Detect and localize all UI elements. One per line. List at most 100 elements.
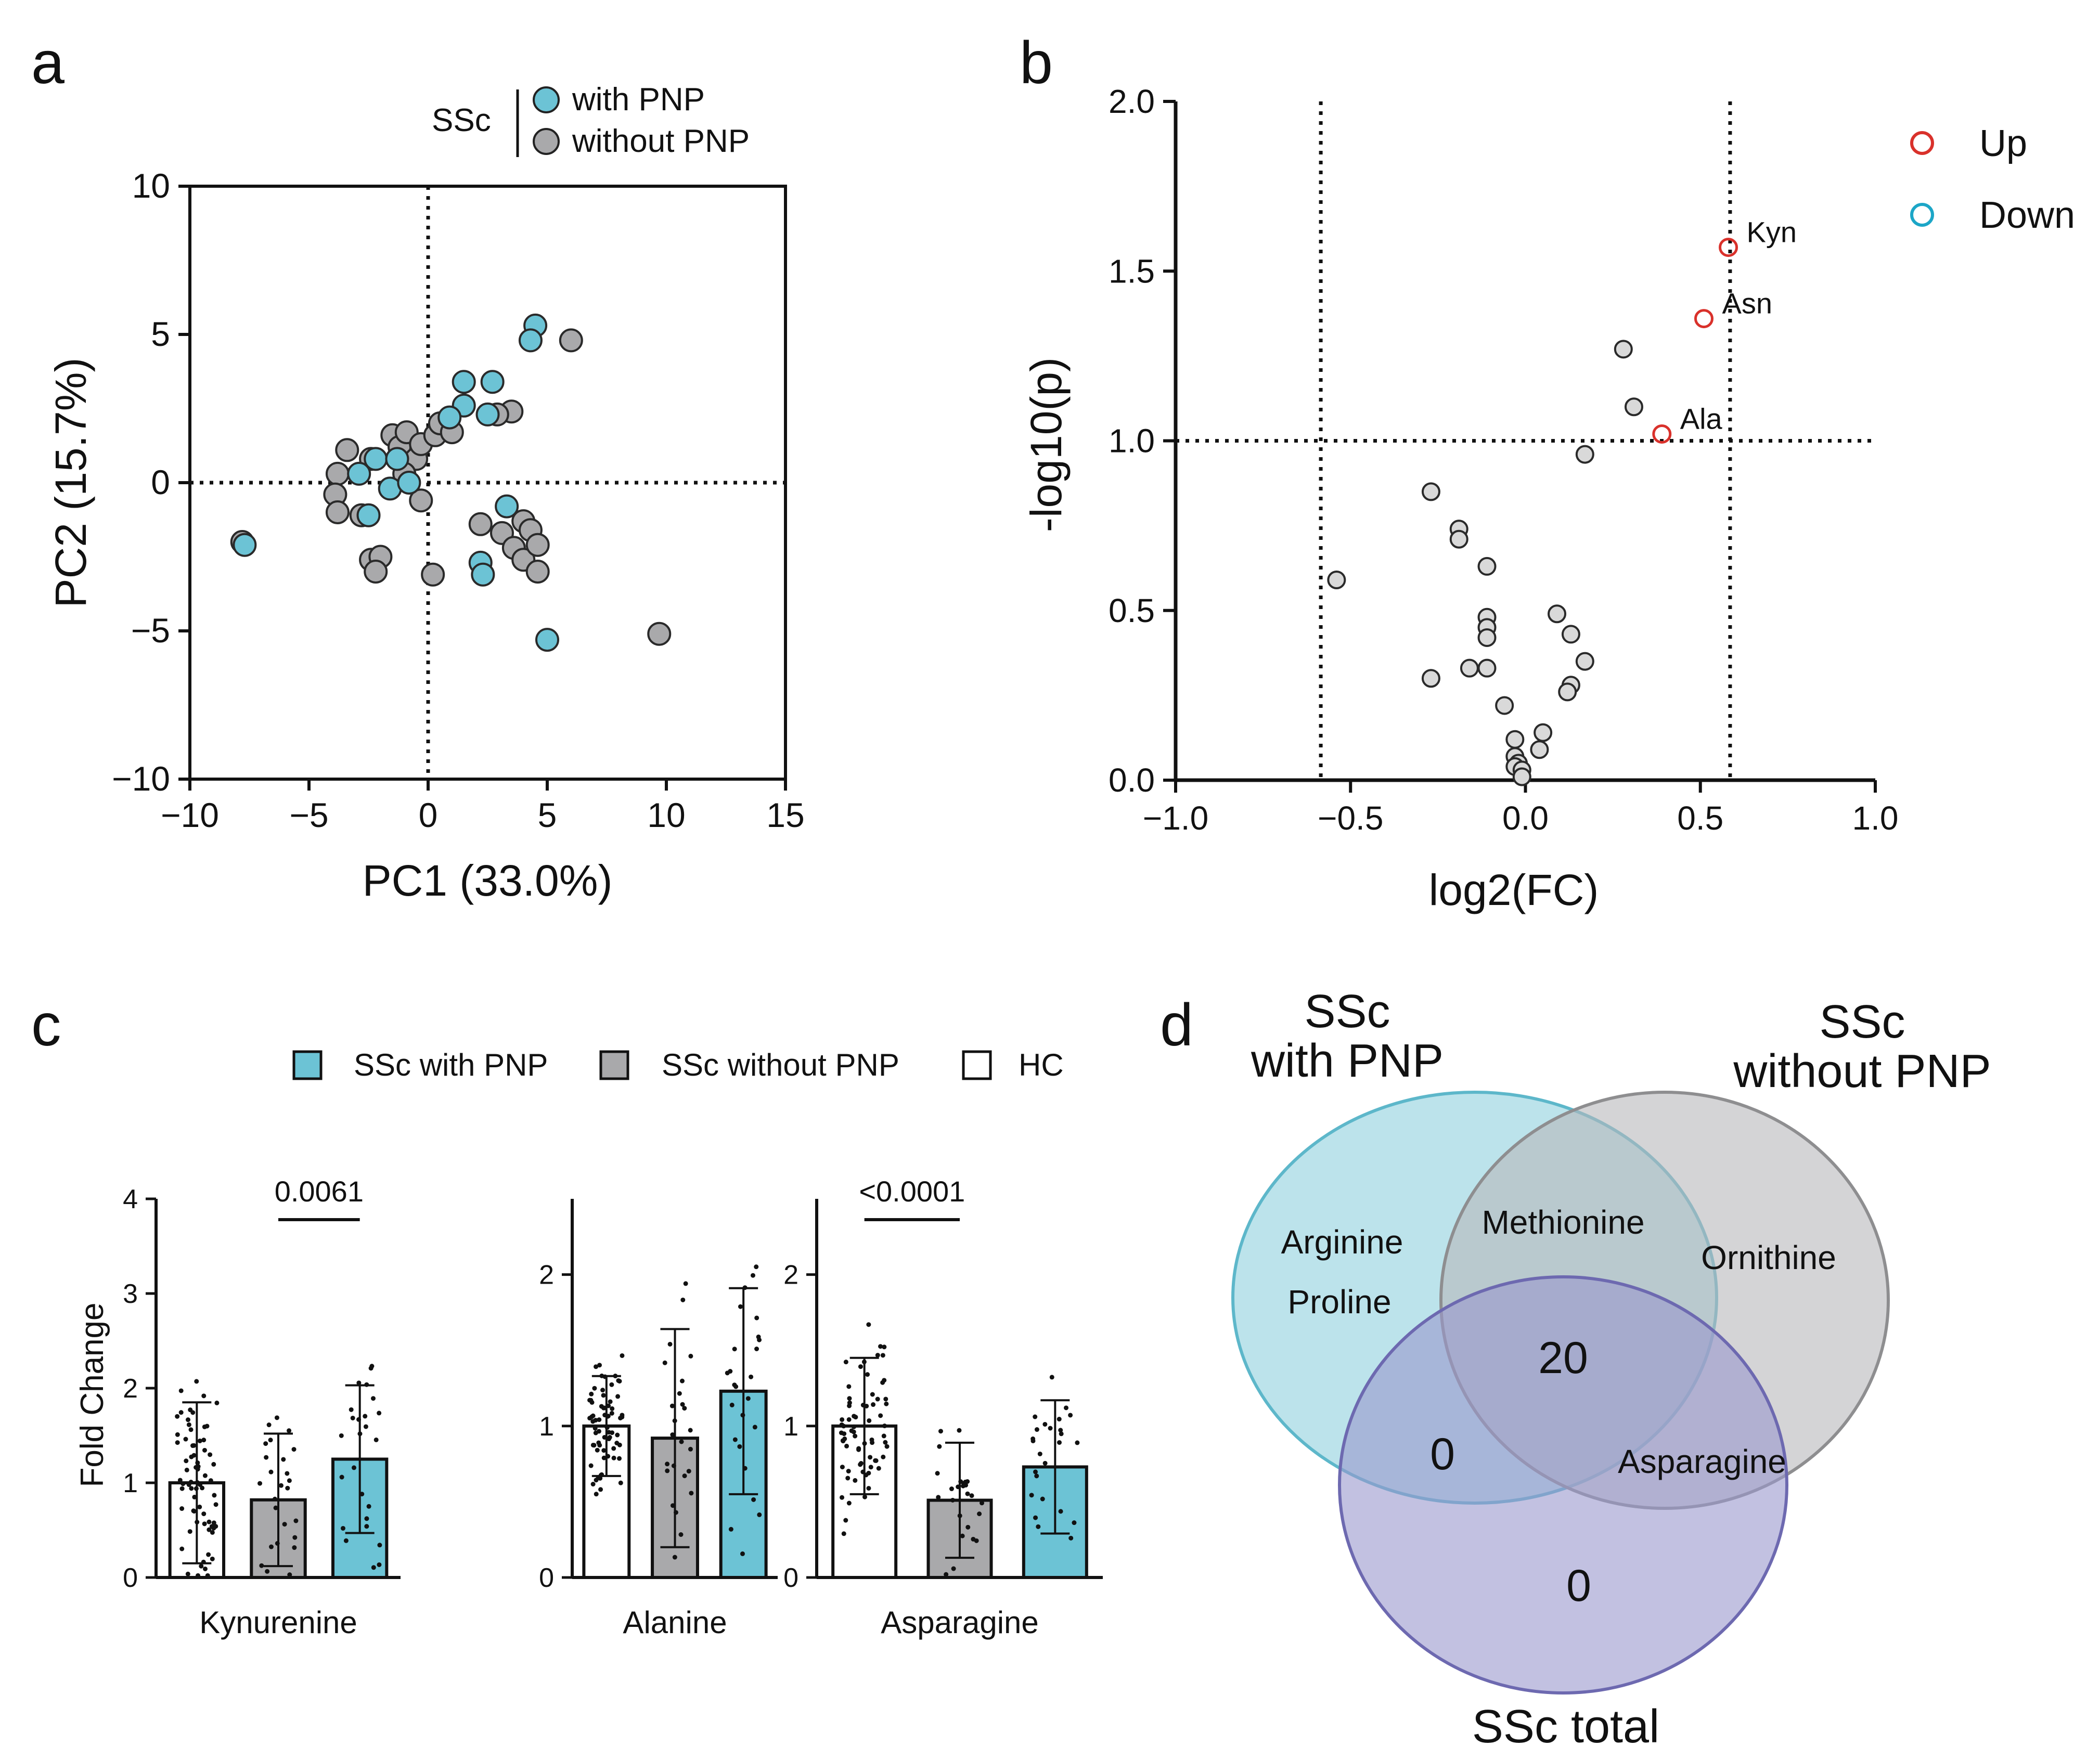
data-dot	[273, 1505, 278, 1510]
data-dot	[350, 1415, 355, 1420]
data-dot	[754, 1346, 759, 1351]
data-dot	[866, 1322, 871, 1327]
volcano-point-up	[1694, 309, 1714, 329]
volcano-point-ns	[1575, 445, 1594, 464]
data-dot	[618, 1480, 623, 1485]
data-dot	[197, 1504, 202, 1509]
x-tick-label-a: −5	[289, 796, 328, 834]
legend-ssc-with-pnp-swatch	[292, 1050, 323, 1080]
data-dot	[264, 1455, 269, 1460]
data-dot	[751, 1497, 756, 1502]
legend-hc-label: HC	[1019, 1047, 1064, 1082]
data-dot	[608, 1399, 613, 1404]
data-dot	[754, 1315, 759, 1321]
data-dot	[951, 1566, 956, 1571]
data-dot	[1036, 1524, 1041, 1529]
data-dot	[202, 1566, 208, 1571]
data-dot	[935, 1471, 940, 1476]
y-tick-label-c: 4	[123, 1184, 138, 1214]
data-dot	[869, 1437, 874, 1442]
data-dot	[617, 1456, 622, 1461]
data-dot	[184, 1467, 189, 1472]
data-dot	[282, 1522, 287, 1527]
data-dot	[1042, 1421, 1048, 1427]
data-dot	[208, 1478, 213, 1483]
pca-point-with-pnp	[480, 370, 505, 394]
data-dot	[616, 1378, 621, 1383]
data-dot	[688, 1446, 693, 1452]
legend-a: SSc with PNP without PNP	[432, 82, 750, 159]
data-dot	[858, 1364, 863, 1369]
data-dot	[862, 1494, 868, 1499]
data-dot	[597, 1417, 602, 1422]
legend-without-pnp-label: without PNP	[572, 123, 750, 159]
comparison-p-value: 0.0061	[275, 1175, 364, 1208]
data-dot	[615, 1394, 621, 1399]
x-tick-label-a: 10	[647, 796, 685, 834]
y-tick-label-a: 10	[132, 166, 170, 205]
data-dot	[840, 1417, 845, 1422]
pca-point-without-pnp	[325, 500, 350, 524]
data-dot	[1034, 1473, 1039, 1479]
data-dot	[733, 1384, 739, 1389]
data-dot	[843, 1360, 848, 1365]
y-axis-label-a: PC2 (15.7%)	[46, 358, 95, 608]
data-dot	[594, 1492, 599, 1497]
data-dot	[611, 1446, 616, 1451]
data-dot	[1057, 1417, 1062, 1422]
data-dot	[609, 1411, 614, 1416]
thresholds-b	[1176, 101, 1875, 780]
x-axis-label-a: PC1 (33.0%)	[363, 856, 613, 905]
data-dot	[853, 1433, 858, 1439]
pca-point-without-pnp	[525, 533, 550, 557]
bars-c: 0 1 2 3 4 Kynurenine 0.0061 0 1 2 Alanine 0 1 2 Aspara…	[123, 1175, 1103, 1640]
x-tick-label-b: 0.5	[1677, 799, 1723, 837]
data-dot	[287, 1572, 292, 1577]
data-dot	[597, 1443, 602, 1448]
venn-label-total: SSc total	[1472, 1701, 1659, 1753]
data-dot	[343, 1538, 349, 1543]
data-dot	[683, 1281, 688, 1286]
data-dot	[871, 1402, 876, 1407]
data-dot	[259, 1563, 264, 1568]
panel-a: SSc with PNP without PNP −10 −5 0 5 10 15−10−…	[46, 82, 805, 905]
data-dot	[201, 1438, 207, 1443]
data-dot	[601, 1405, 606, 1411]
y-tick-label-c: 1	[783, 1412, 798, 1442]
data-dot	[884, 1401, 889, 1406]
panel-label-d: d	[1160, 992, 1193, 1058]
data-dot	[950, 1497, 955, 1503]
y-tick-label-c: 1	[539, 1412, 554, 1442]
points-b: Kyn Asn Ala	[1327, 216, 1797, 786]
data-dot	[852, 1414, 857, 1419]
data-dot	[882, 1344, 887, 1350]
data-dot	[610, 1406, 615, 1411]
data-dot	[1033, 1414, 1038, 1419]
volcano-point-up	[1719, 238, 1738, 257]
data-dot	[1042, 1460, 1048, 1466]
pca-point-with-pnp	[518, 328, 543, 353]
data-dot	[866, 1485, 871, 1491]
x-tick-label-a: 15	[766, 796, 804, 834]
data-dot	[883, 1440, 888, 1445]
y-tick-label-b: 0.5	[1109, 592, 1155, 629]
data-dot	[366, 1504, 371, 1509]
data-dot	[689, 1491, 694, 1496]
data-dot	[287, 1478, 292, 1483]
data-dot	[615, 1432, 620, 1438]
data-dot	[846, 1469, 851, 1474]
volcano-point-ns	[1495, 696, 1514, 715]
data-dot	[287, 1428, 292, 1433]
volcano-point-ns	[1530, 740, 1549, 759]
data-dot	[592, 1386, 597, 1391]
data-dot	[878, 1344, 883, 1349]
data-dot	[292, 1535, 298, 1540]
volcano-point-up	[1652, 424, 1672, 444]
refs-a	[190, 186, 785, 779]
data-dot	[185, 1571, 190, 1576]
data-dot	[201, 1393, 207, 1399]
data-dot	[594, 1478, 599, 1483]
category-label: Alanine	[623, 1605, 727, 1640]
data-dot	[949, 1486, 954, 1492]
volcano-point-ns	[1512, 767, 1531, 786]
